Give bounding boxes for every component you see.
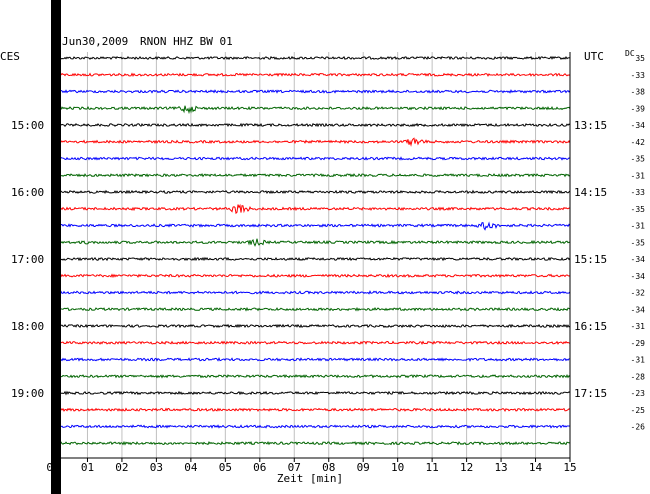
trace-line [53, 306, 571, 312]
dc-offset-label: -31 [631, 222, 646, 231]
dc-offset-labels: 35 -33 -38 -39 -34 -42 -35 -31 -33 -35 -31 -35 -34 -3… [631, 54, 646, 432]
right-time-label: 16:15 [574, 320, 607, 333]
left-time-labels: 15:00 16:00 17:00 18:00 19:00 [11, 119, 44, 400]
dc-offset-label: -35 [631, 238, 646, 247]
trace-line [53, 122, 571, 128]
x-tick-label: 15 [563, 461, 576, 474]
x-tick-label: 00 [46, 461, 59, 474]
trace-line [53, 440, 571, 446]
right-time-label: 17:15 [574, 387, 607, 400]
trace-line [53, 173, 571, 178]
trace-line [53, 137, 571, 147]
dc-offset-label: -34 [631, 272, 646, 281]
x-tick-label: 01 [81, 461, 94, 474]
left-time-label: 15:00 [11, 119, 44, 132]
dc-offset-label: -28 [631, 372, 646, 381]
left-time-label: 17:00 [11, 253, 44, 266]
dc-offset-label: -34 [631, 305, 646, 314]
trace-line [53, 273, 571, 279]
x-tick-label: 13 [494, 461, 507, 474]
left-time-label: 18:00 [11, 320, 44, 333]
traces [53, 55, 571, 446]
dc-offset-label: -31 [631, 322, 646, 331]
x-tick-label: 12 [460, 461, 473, 474]
x-tick-label: 08 [322, 461, 335, 474]
x-tick-label: 11 [426, 461, 439, 474]
trace-line [53, 189, 571, 195]
dc-offset-label: -33 [631, 188, 646, 197]
x-tick-label: 05 [219, 461, 232, 474]
left-timezone-label: CES [0, 50, 20, 63]
left-time-label: 16:00 [11, 186, 44, 199]
trace-line [53, 323, 571, 329]
dc-offset-label: -35 [631, 205, 646, 214]
dc-offset-label: -42 [631, 138, 646, 147]
station-label: RNON HHZ BW 01 [140, 35, 233, 48]
x-tick-label: 07 [288, 461, 301, 474]
dc-offset-label: -34 [631, 255, 646, 264]
axes [52, 52, 571, 462]
trace-line [53, 89, 571, 94]
date-label: Jun30,2009 [62, 35, 128, 48]
dc-offset-label: -29 [631, 339, 646, 348]
trace-line [53, 373, 571, 379]
x-tick-label: 02 [115, 461, 128, 474]
trace-line [53, 221, 571, 231]
right-timezone-label: UTC [584, 50, 604, 63]
x-tick-label: 04 [184, 461, 198, 474]
dc-offset-label: -32 [631, 289, 646, 298]
dc-offset-label: -25 [631, 406, 646, 415]
trace-line [53, 105, 571, 115]
right-time-label: 15:15 [574, 253, 607, 266]
x-tick-label: 09 [357, 461, 370, 474]
trace-line [53, 390, 571, 396]
trace-line [53, 156, 571, 161]
trace-line [53, 340, 571, 345]
x-tick-label: 14 [529, 461, 543, 474]
dc-label: DC [625, 49, 635, 58]
dc-offset-label: -39 [631, 104, 646, 113]
dc-offset-label: -38 [631, 88, 646, 97]
trace-line [53, 238, 571, 247]
right-time-label: 13:15 [574, 119, 607, 132]
left-time-label: 19:00 [11, 387, 44, 400]
x-tick-label: 06 [253, 461, 266, 474]
dc-offset-label: -31 [631, 171, 646, 180]
left-black-bar [51, 0, 61, 494]
dc-offset-label: -31 [631, 356, 646, 365]
trace-line [53, 203, 571, 215]
dc-offset-label: 35 [635, 54, 645, 63]
dc-offset-label: -35 [631, 155, 646, 164]
grid [86, 52, 571, 458]
dc-offset-label: -26 [631, 423, 646, 432]
trace-line [53, 256, 571, 262]
trace-line [53, 357, 571, 362]
dc-offset-label: -23 [631, 389, 646, 398]
dc-offset-label: -34 [631, 121, 646, 130]
right-time-label: 14:15 [574, 186, 607, 199]
x-axis-title: Zeit [min] [277, 472, 343, 485]
x-tick-labels: 00 01 02 03 04 05 06 07 08 09 10 11 12 13 14 15 [46, 461, 576, 474]
x-tick-label: 03 [150, 461, 163, 474]
x-tick-label: 10 [391, 461, 404, 474]
trace-line [53, 55, 571, 61]
right-time-labels: 13:15 14:15 15:15 16:15 17:15 [574, 119, 607, 400]
dc-offset-label: -33 [631, 71, 646, 80]
trace-line [53, 407, 571, 412]
trace-line [53, 424, 571, 429]
trace-line [53, 72, 571, 78]
trace-line [53, 290, 571, 295]
